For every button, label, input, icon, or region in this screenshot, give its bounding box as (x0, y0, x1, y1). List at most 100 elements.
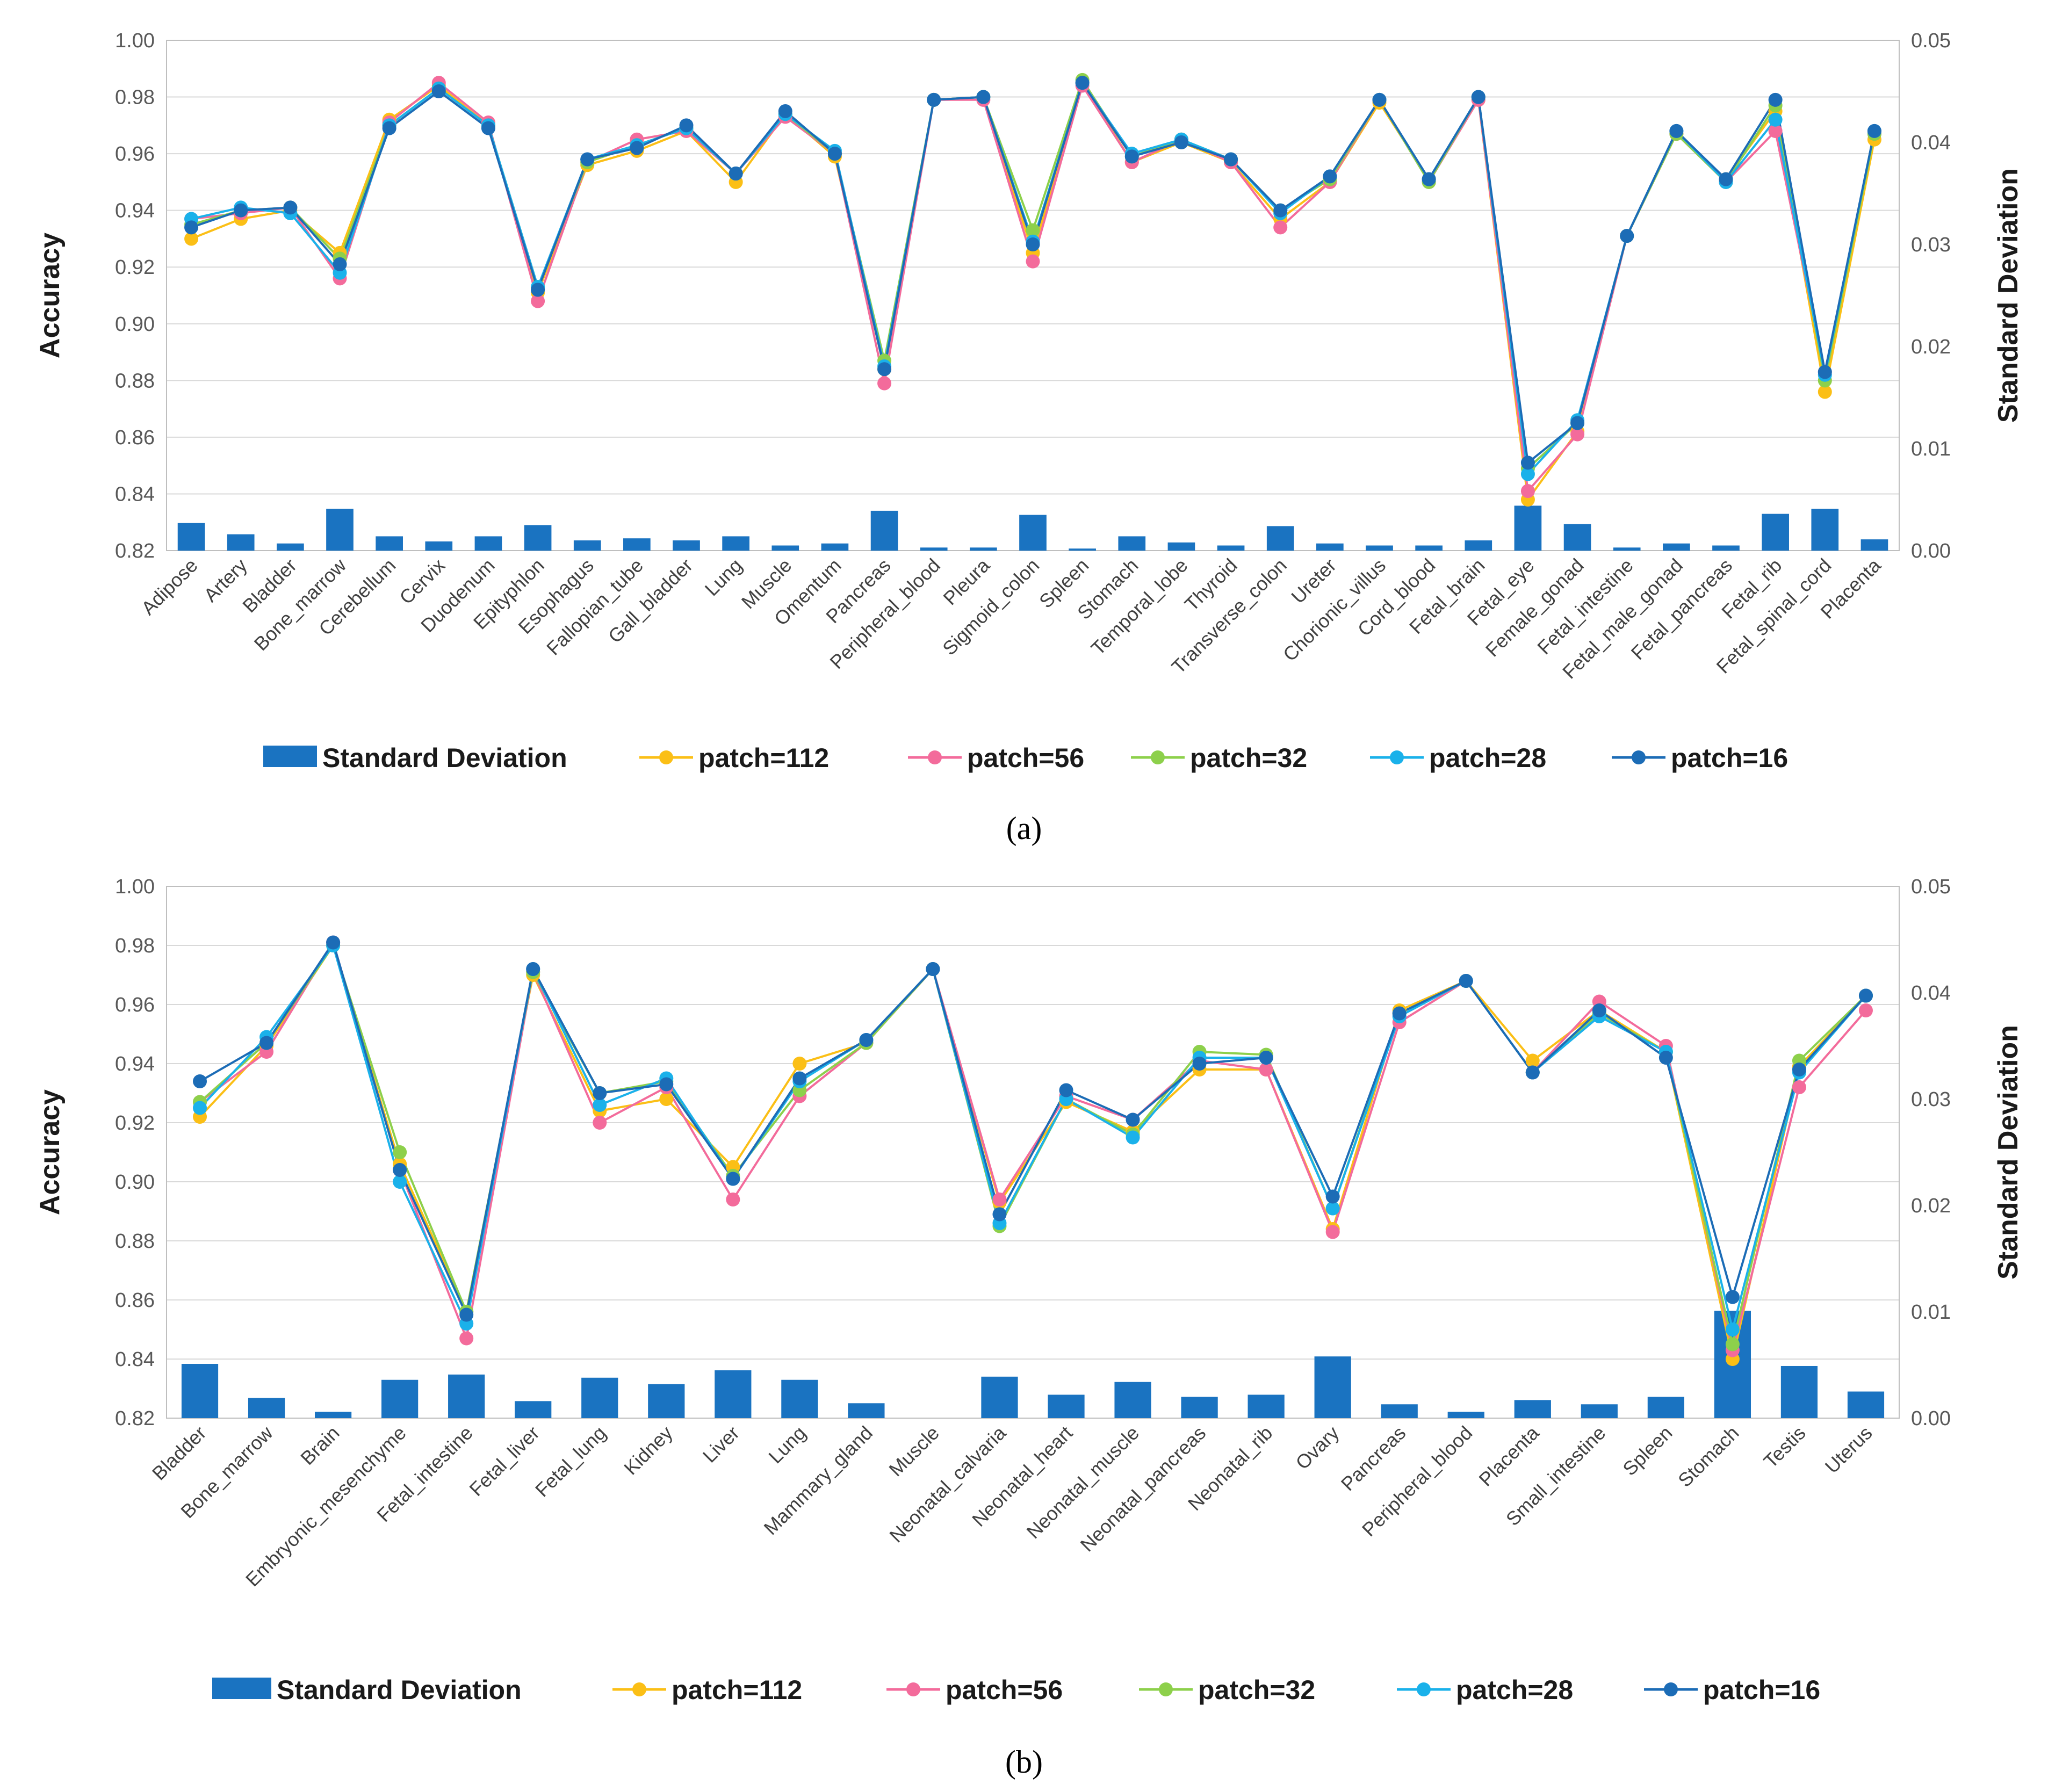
legend-label: patch=16 (1671, 743, 1788, 773)
point-patch-112 (659, 1092, 674, 1106)
point-patch-56 (1026, 254, 1040, 269)
point-patch-112 (792, 1057, 807, 1071)
x-tick-label: Fetal_lung (531, 1422, 610, 1501)
panel-label-b: (b) (1005, 1744, 1043, 1780)
y2-tick-label: 0.00 (1911, 1407, 1951, 1430)
point-patch-16 (927, 92, 941, 107)
point-patch-16 (1768, 92, 1783, 107)
y-tick-label: 0.90 (115, 1171, 155, 1194)
plot-area (166, 40, 1900, 551)
point-patch-16 (393, 1163, 407, 1177)
y-tick-label: 0.82 (115, 1407, 155, 1430)
y-tick-label: 0.88 (115, 370, 155, 392)
point-patch-56 (1273, 220, 1288, 235)
point-patch-16 (827, 147, 842, 161)
point-patch-16 (283, 200, 298, 215)
bar-standard-deviation (1563, 524, 1591, 551)
point-patch-28 (193, 1101, 207, 1115)
bar-standard-deviation (177, 523, 205, 551)
point-patch-16 (1592, 1003, 1606, 1017)
legend-label: Standard Deviation (277, 1675, 522, 1705)
point-patch-16 (1124, 149, 1139, 164)
chart-panel-b: 0.82 0.84 0.86 0.88 0.90 0.92 0.94 0.96 0.98 1.00… (34, 876, 2024, 1705)
bar-standard-deviation (277, 543, 304, 551)
point-patch-16 (778, 104, 792, 118)
point-patch-16 (1792, 1063, 1806, 1076)
bar-standard-deviation (1069, 548, 1096, 551)
point-patch-16 (1422, 172, 1436, 186)
legend-item: patch=32 (1139, 1675, 1315, 1705)
point-patch-28 (1725, 1323, 1740, 1336)
y-tick-label: 0.88 (115, 1230, 155, 1253)
y-tick-label: 0.96 (115, 143, 155, 165)
y-tick-label: 0.98 (115, 86, 155, 109)
point-patch-16 (1192, 1057, 1207, 1071)
point-patch-28 (1126, 1130, 1140, 1145)
bar-standard-deviation (1811, 509, 1839, 551)
point-patch-56 (459, 1331, 474, 1346)
point-patch-16 (659, 1077, 674, 1092)
y-tick-label: 0.92 (115, 1112, 155, 1135)
point-patch-16 (526, 962, 540, 976)
bar-standard-deviation (722, 536, 749, 551)
point-patch-28 (1325, 1201, 1340, 1216)
legend-item: patch=112 (639, 743, 829, 773)
point-patch-16 (1392, 1006, 1407, 1021)
point-patch-16 (1520, 456, 1535, 470)
point-patch-16 (1325, 1189, 1340, 1204)
series-line-patch-56 (199, 940, 1867, 1350)
bar-standard-deviation (1762, 514, 1789, 551)
series-line-patch-28 (199, 943, 1867, 1330)
legend-item: patch=16 (1644, 1675, 1820, 1705)
point-patch-16 (1818, 365, 1832, 379)
y2-axis-title: Standard Deviation (1993, 168, 2024, 423)
bar-standard-deviation (821, 543, 849, 551)
x-tick-label: Spleen (1618, 1422, 1676, 1480)
point-patch-16 (1026, 237, 1040, 251)
legend-item: patch=16 (1612, 743, 1788, 773)
point-patch-28 (1768, 112, 1783, 127)
plot-area (166, 886, 1900, 1419)
bar-standard-deviation (1247, 1394, 1285, 1418)
point-patch-112 (184, 232, 199, 246)
bar-standard-deviation (1447, 1412, 1484, 1418)
point-patch-56 (1792, 1080, 1806, 1094)
bar-standard-deviation (1366, 545, 1393, 551)
point-patch-16 (382, 121, 396, 135)
y2-tick-label: 0.01 (1911, 438, 1951, 460)
point-patch-16 (459, 1307, 474, 1322)
x-tick-label: Bladder (148, 1422, 211, 1485)
x-tick-label: Neonatal_calvaria (885, 1421, 1010, 1547)
point-patch-16 (1059, 1083, 1073, 1097)
y2-tick-label: 0.02 (1911, 336, 1951, 358)
bar-standard-deviation (524, 525, 552, 551)
bar-standard-deviation (1514, 505, 1542, 551)
bar-standard-deviation (1114, 1382, 1151, 1418)
point-patch-16 (1126, 1112, 1140, 1127)
point-patch-16 (926, 962, 940, 976)
legend-label: patch=28 (1429, 743, 1546, 773)
point-patch-16 (431, 84, 446, 98)
point-patch-16 (859, 1033, 874, 1047)
point-patch-16 (259, 1036, 274, 1050)
point-patch-16 (1525, 1065, 1540, 1080)
y2-tick-label: 0.00 (1911, 540, 1951, 562)
y-tick-label: 0.84 (115, 483, 155, 505)
bar-standard-deviation (623, 538, 651, 551)
bar-standard-deviation (248, 1398, 285, 1418)
bar-standard-deviation (648, 1384, 685, 1418)
x-tick-label: Peripheral_blood (1358, 1422, 1476, 1541)
y-axis-title: Accuracy (34, 1089, 66, 1215)
bar-standard-deviation (581, 1377, 618, 1418)
bar-standard-deviation (1847, 1391, 1885, 1418)
bar-standard-deviation (1514, 1400, 1551, 1418)
bar-standard-deviation (1314, 1356, 1351, 1418)
legend-item: patch=56 (908, 743, 1084, 773)
bar-standard-deviation (1118, 536, 1146, 551)
legend-item: patch=28 (1397, 1675, 1573, 1705)
bar-standard-deviation (981, 1376, 1018, 1418)
legend-label: patch=32 (1190, 743, 1307, 773)
y2-tick-label: 0.04 (1911, 982, 1951, 1005)
x-tick-label: Adipose (137, 554, 202, 619)
point-patch-16 (1471, 90, 1485, 104)
